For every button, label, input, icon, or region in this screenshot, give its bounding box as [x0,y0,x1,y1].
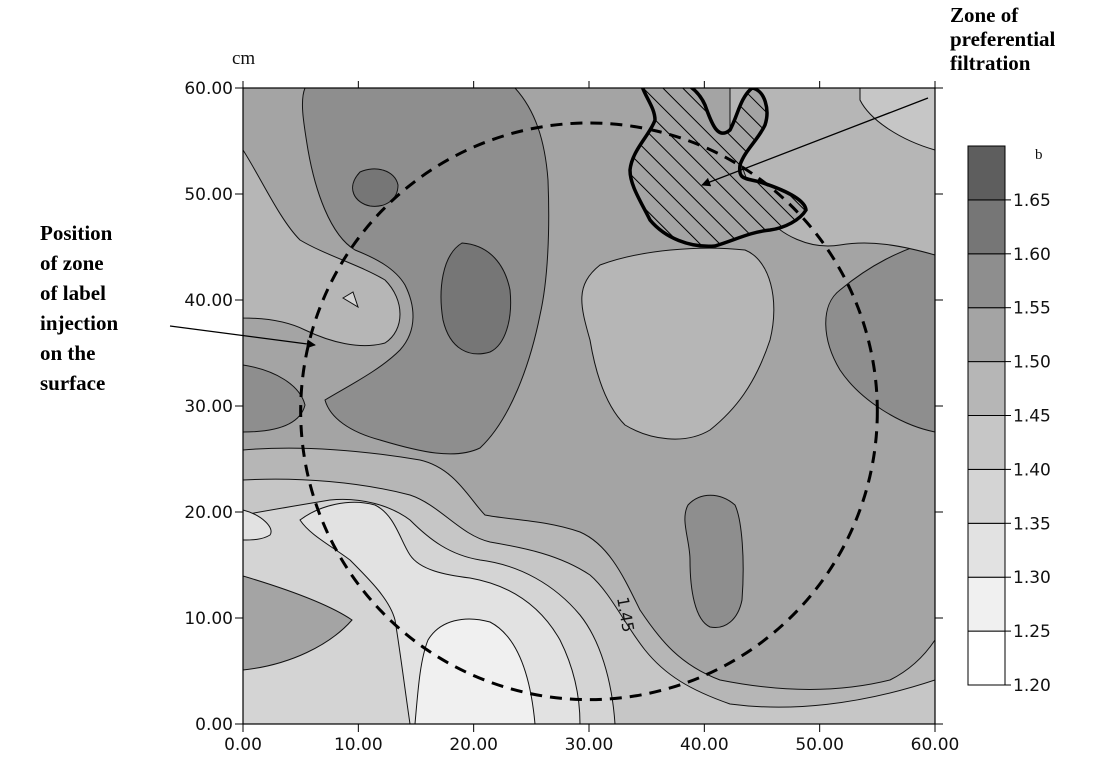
colorbar-swatch [967,630,1006,686]
colorbar-swatch [967,253,1006,309]
x-tick-label: 40.00 [680,735,729,755]
colorbar-swatch [967,307,1006,363]
colorbar-label: 1.50 [1013,353,1051,373]
annotation-injection: Position of zone of label injection on t… [40,221,123,395]
contour-band-6 [414,618,536,724]
colorbar-label: 1.45 [1013,407,1051,427]
annotation-injection-line: Position [40,221,113,245]
injection-zone-circle [299,121,879,702]
contour-field [243,88,935,724]
annotation-filtration: Zone of preferential filtration [950,3,1061,75]
annotation-injection-line: on the [40,341,95,365]
contour-region-light-left [243,149,401,347]
colorbar-label: 1.20 [1013,676,1051,696]
y-tick-label: 0.00 [195,715,233,735]
contour-band-4 [243,509,272,541]
y-tick-label: 10.00 [184,609,233,629]
colorbar-swatch [967,415,1006,470]
contour-island-dark-top [352,168,399,207]
colorbar-swatch [967,468,1006,524]
x-tick-label: 10.00 [334,735,383,755]
contour-island-center [581,247,775,440]
contour-region-bottom-left [243,575,353,671]
colorbar-label: 1.60 [1013,245,1051,265]
y-tick-label: 30.00 [184,397,233,417]
contour-island-dark-lower [684,494,744,629]
annotation-injection-line: of label [40,281,106,305]
injection-arrow [169,325,316,349]
axis-ticks [235,81,943,732]
axis-tick-labels: 0.00 10.00 20.00 30.00 40.00 50.00 60.00 0.00 10… [184,79,959,755]
colorbar-swatch [967,199,1006,255]
x-tick-label: 50.00 [795,735,844,755]
y-tick-label: 50.00 [184,185,233,205]
colorbar-swatch [967,522,1006,578]
annotation-filtration-line: preferential [950,27,1056,51]
x-tick-label: 20.00 [449,735,498,755]
contour-island-light-small [342,291,359,309]
filtration-zone [628,88,808,248]
x-tick-label: 30.00 [565,735,614,755]
colorbar-swatch [967,576,1006,632]
annotation-filtration-line: filtration [950,51,1031,75]
contour-region-left-edge [243,364,306,433]
y-tick-label: 40.00 [184,291,233,311]
colorbar-label: 1.25 [1013,622,1051,642]
x-tick-label: 60.00 [911,735,960,755]
contour-region-right [825,239,935,433]
colorbar-label: 1.35 [1013,514,1051,534]
y-tick-label: 20.00 [184,503,233,523]
y-unit-label: cm [232,48,255,69]
contour-island-dark-center [440,242,512,355]
annotation-injection-line: surface [40,371,105,395]
colorbar-label: 1.40 [1013,460,1051,480]
annotation-filtration-line: Zone of [950,3,1019,27]
colorbar-swatch [967,145,1006,201]
colorbar-label: 1.55 [1013,299,1051,319]
colorbar-label: 1.65 [1013,191,1051,211]
colorbar-title: b [1035,147,1043,163]
x-tick-label: 0.00 [224,735,262,755]
y-tick-label: 60.00 [184,79,233,99]
colorbar-swatch [967,361,1006,417]
colorbar-label: 1.30 [1013,568,1051,588]
colorbar: 1.20 1.25 1.30 1.35 1.40 1.45 1.50 1.55 1.60 1.65 [967,145,1051,696]
annotation-injection-line: injection [40,311,118,335]
filtration-arrow [701,97,929,187]
annotation-injection-line: of zone [40,251,104,275]
